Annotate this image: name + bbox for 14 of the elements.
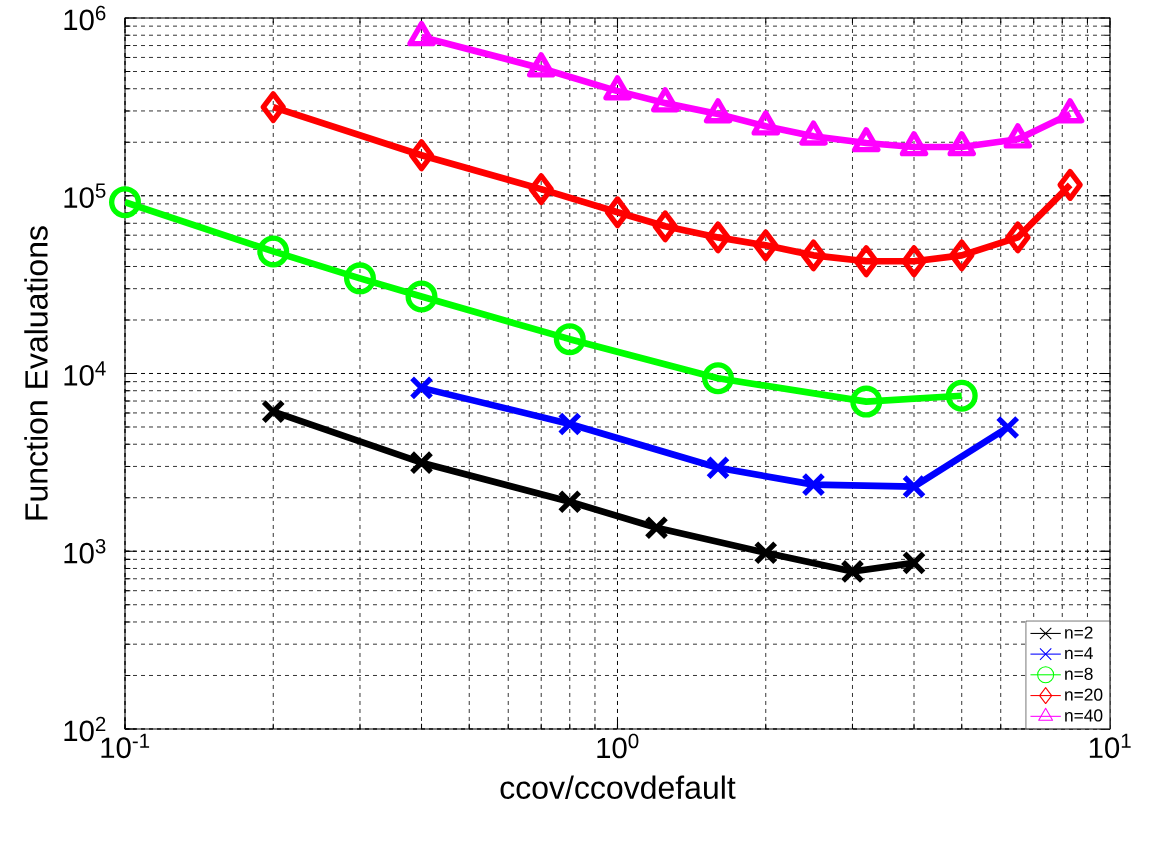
y-axis-title: Function Evaluations [24,226,48,520]
x-tick-label: 10$^{-1}$ [101,733,150,759]
y-tick-label: 10$^{3}$ [64,538,106,564]
x-tick-label: 10$^{1}$ [1089,733,1131,759]
legend-label: n=40 [1065,709,1103,722]
y-tick-label: 10$^{5}$ [64,183,106,208]
y-tick-label: 10$^{4}$ [64,361,106,386]
x-axis-title: ccov/ccovdefault [500,775,736,800]
y-tick-label: 10$^{6}$ [64,5,106,31]
x-tick-label: 10$^{0}$ [597,733,639,759]
legend-label: n=2 [1065,626,1093,639]
legend-label: n=20 [1065,688,1103,701]
legend-label: n=4 [1065,647,1093,660]
legend-label: n=8 [1065,667,1093,681]
